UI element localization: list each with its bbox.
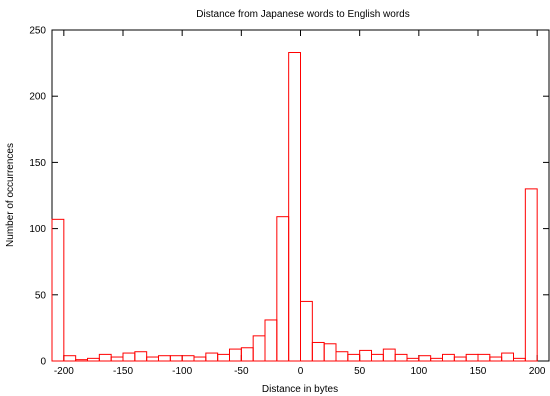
y-tick-label: 250 (29, 26, 46, 37)
histogram-bar (371, 353, 384, 362)
histogram-bar (169, 355, 183, 362)
histogram-bar (264, 319, 278, 362)
histogram-bar (382, 348, 396, 362)
histogram-bar (501, 352, 514, 362)
histogram-bar (193, 356, 207, 362)
histogram-bar (75, 359, 88, 362)
histogram-bar (217, 353, 231, 362)
chart-title: Distance from Japanese words to English … (196, 9, 409, 20)
histogram-bar (276, 216, 290, 362)
y-tick-label: 50 (35, 290, 47, 301)
histogram-bar (465, 353, 479, 362)
histogram-bar (110, 356, 124, 362)
histogram-bar (240, 347, 254, 362)
x-tick-label: -50 (234, 366, 249, 377)
histogram-bar (205, 352, 219, 362)
y-tick-label: 200 (29, 92, 46, 103)
y-tick-label: 0 (40, 357, 46, 368)
histogram-bar (323, 343, 337, 362)
x-tick-label: 200 (529, 366, 546, 377)
histogram-bar (134, 351, 148, 362)
y-tick-label: 100 (29, 224, 46, 235)
bars (51, 52, 538, 362)
x-tick-label: 50 (354, 366, 366, 377)
histogram-bar (430, 357, 443, 362)
histogram-bar (453, 356, 467, 362)
histogram-bar (418, 355, 432, 362)
histogram-bar (311, 341, 325, 362)
histogram-bar (442, 353, 455, 362)
histogram-bar (300, 300, 313, 362)
histogram-bar (513, 357, 526, 362)
histogram-bar (477, 353, 491, 362)
histogram-bar (252, 335, 266, 362)
x-tick-label: 100 (410, 366, 427, 377)
histogram-bar (146, 356, 160, 362)
histogram-bar (347, 353, 361, 362)
histogram-bar (229, 348, 242, 362)
x-axis: -200 -150 -100 -50 0 50 100 150 200 (54, 30, 546, 377)
histogram-bar (524, 188, 538, 362)
histogram-bar (288, 52, 301, 362)
x-tick-label: -150 (113, 366, 133, 377)
x-axis-label: Distance in bytes (262, 384, 338, 395)
histogram-bar (181, 355, 195, 362)
x-tick-label: 150 (470, 366, 487, 377)
histogram-bar (335, 351, 349, 362)
histogram-bar (489, 356, 503, 362)
histogram-bar (87, 357, 100, 362)
x-tick-label: -100 (172, 366, 192, 377)
histogram-bar (158, 355, 171, 362)
histogram-bar (406, 357, 420, 362)
x-tick-label: -200 (54, 366, 74, 377)
histogram-bar (122, 352, 136, 362)
histogram-bar (98, 353, 112, 362)
y-tick-label: 150 (29, 158, 46, 169)
histogram-bar (63, 355, 77, 362)
histogram-bar (394, 353, 408, 362)
y-axis-label: Number of occurrences (5, 143, 16, 247)
histogram-bar (51, 218, 65, 362)
y-axis: 0 50 100 150 200 250 (29, 26, 549, 368)
histogram-bar (359, 349, 372, 362)
x-tick-label: 0 (298, 366, 304, 377)
